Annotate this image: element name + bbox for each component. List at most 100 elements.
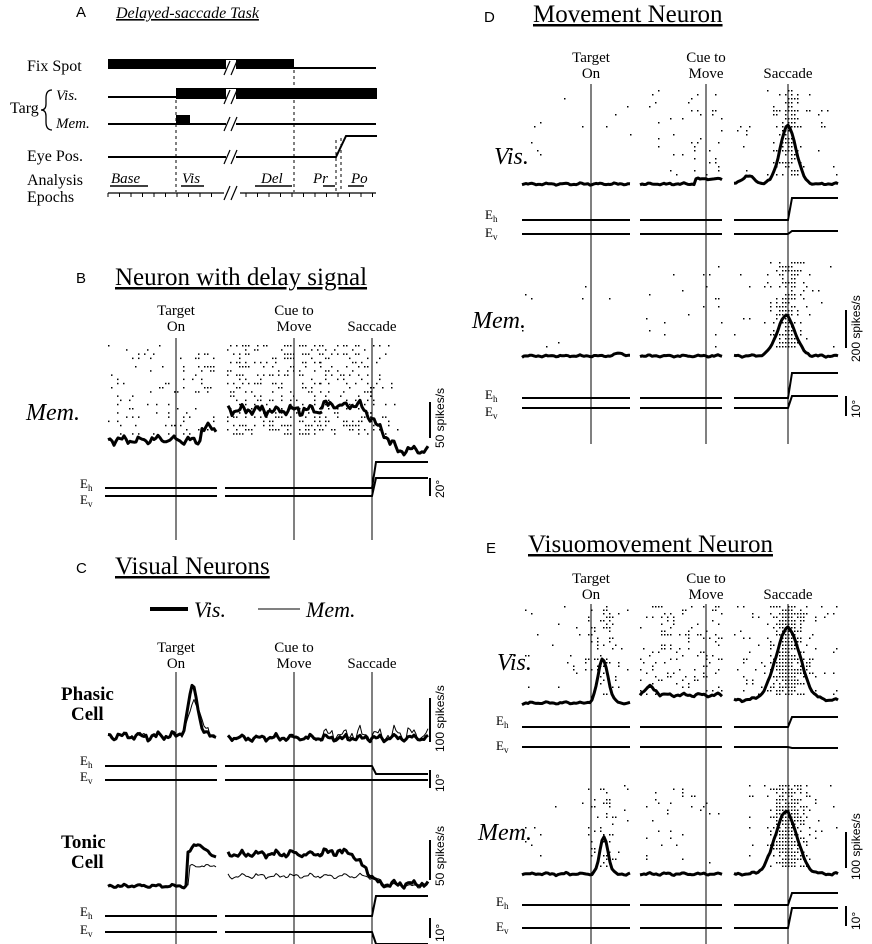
spike-dot bbox=[791, 102, 793, 104]
spike-dot bbox=[794, 669, 796, 671]
spike-dot bbox=[803, 841, 805, 843]
spike-dot bbox=[718, 637, 720, 639]
spike-dot bbox=[594, 799, 596, 801]
spike-dot bbox=[609, 806, 611, 808]
spike-dot bbox=[673, 134, 675, 136]
spike-dot bbox=[287, 370, 289, 372]
targ-label: Targ bbox=[10, 100, 39, 117]
spike-dot bbox=[346, 382, 348, 385]
spike-dot bbox=[800, 683, 802, 685]
spike-dot bbox=[800, 792, 802, 794]
spike-dot bbox=[764, 672, 766, 674]
spike-dot bbox=[752, 679, 754, 681]
phasic-vis-trace bbox=[319, 732, 429, 744]
spike-dot bbox=[391, 387, 393, 389]
vis-firing-rate-trace bbox=[521, 181, 631, 187]
spike-dot bbox=[785, 154, 787, 156]
spike-dot bbox=[788, 294, 790, 296]
spike-dot bbox=[734, 334, 736, 336]
spike-dot bbox=[706, 690, 708, 692]
spike-dot bbox=[779, 134, 781, 136]
spike-dot bbox=[776, 690, 778, 692]
spike-dot bbox=[782, 823, 784, 825]
spike-dot bbox=[609, 630, 611, 632]
spike-dot bbox=[682, 609, 684, 611]
spike-dot bbox=[800, 609, 802, 611]
spike-dot bbox=[721, 322, 723, 324]
vis-firing-rate-trace bbox=[733, 123, 839, 186]
panel-d-target-on-label-1: Target bbox=[572, 50, 611, 66]
spike-dot bbox=[293, 370, 295, 372]
spike-dot bbox=[382, 387, 384, 389]
spike-dot bbox=[697, 623, 699, 625]
spike-dot bbox=[361, 420, 363, 423]
spike-dot bbox=[540, 834, 542, 836]
spike-dot bbox=[797, 102, 799, 104]
spike-dot bbox=[791, 637, 793, 639]
spike-dot bbox=[278, 387, 280, 389]
spike-dot bbox=[776, 820, 778, 822]
spike-dot bbox=[770, 262, 772, 264]
spike-dot bbox=[791, 298, 793, 300]
spike-dot bbox=[794, 820, 796, 822]
spike-dot bbox=[201, 370, 203, 372]
spike-dot bbox=[791, 655, 793, 657]
spike-dot bbox=[833, 806, 835, 808]
spike-dot bbox=[260, 399, 262, 402]
spike-dot bbox=[785, 679, 787, 681]
spike-dot bbox=[791, 606, 793, 608]
tonic-rate-scale-label: 50 spikes/s bbox=[433, 826, 447, 886]
spike-dot bbox=[785, 266, 787, 268]
spike-dot bbox=[788, 106, 790, 108]
spike-dot bbox=[746, 130, 748, 132]
spike-dot bbox=[776, 270, 778, 272]
spike-dot bbox=[670, 634, 672, 636]
panel-e-vis-ev-label: Ev bbox=[496, 738, 509, 755]
spike-dot bbox=[782, 274, 784, 276]
spike-dot bbox=[183, 366, 185, 368]
spike-dot bbox=[782, 162, 784, 164]
spike-dot bbox=[785, 342, 787, 344]
spike-dot bbox=[364, 366, 366, 368]
spike-dot bbox=[791, 644, 793, 646]
spike-dot bbox=[779, 851, 781, 853]
targ-vis-label: Vis. bbox=[56, 88, 78, 104]
spike-dot bbox=[314, 403, 316, 406]
spike-dot bbox=[791, 676, 793, 678]
spike-dot bbox=[782, 799, 784, 801]
spike-dot bbox=[785, 858, 787, 860]
spike-dot bbox=[646, 318, 648, 320]
spike-dot bbox=[794, 841, 796, 843]
spike-dot bbox=[779, 862, 781, 864]
phasic-ev-label: Ev bbox=[80, 769, 93, 786]
spike-dot bbox=[767, 623, 769, 625]
spike-dot bbox=[305, 387, 307, 389]
spike-dot bbox=[213, 370, 215, 372]
spike-dot bbox=[688, 686, 690, 688]
spike-dot bbox=[785, 792, 787, 794]
spike-dot bbox=[346, 353, 348, 355]
epoch-pr-label: Pr bbox=[312, 171, 328, 187]
spike-dot bbox=[667, 676, 669, 678]
spike-dot bbox=[800, 799, 802, 801]
panel-d-mem-ev-trace bbox=[734, 395, 838, 409]
panel-e-target-on-label-2: On bbox=[582, 587, 601, 603]
panel-e-mem-ev-trace bbox=[734, 907, 838, 929]
spike-dot bbox=[337, 378, 339, 381]
spike-dot bbox=[743, 690, 745, 692]
spike-dot bbox=[594, 658, 596, 660]
spike-dot bbox=[779, 262, 781, 264]
spike-dot bbox=[694, 795, 696, 797]
panel-d-mem-eh-trace bbox=[734, 372, 838, 399]
panel-b-ev-label: Ev bbox=[80, 492, 93, 509]
spike-dot bbox=[293, 353, 295, 355]
spike-dot bbox=[773, 676, 775, 678]
spike-dot bbox=[195, 374, 197, 376]
spike-dot bbox=[352, 424, 354, 427]
spike-dot bbox=[749, 816, 751, 818]
spike-dot bbox=[591, 669, 593, 671]
spike-dot bbox=[788, 609, 790, 611]
spike-dot bbox=[201, 378, 203, 381]
spike-dot bbox=[600, 865, 602, 867]
spike-dot bbox=[782, 665, 784, 667]
